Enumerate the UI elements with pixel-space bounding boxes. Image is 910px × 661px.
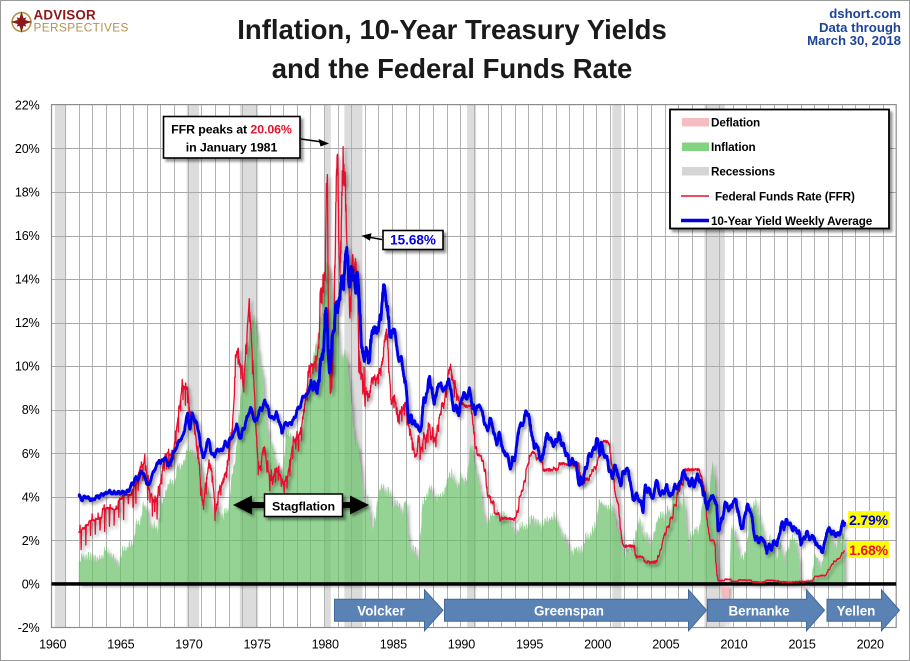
svg-text:2.79%: 2.79% bbox=[849, 512, 888, 528]
svg-text:22%: 22% bbox=[15, 98, 40, 112]
svg-text:Volcker: Volcker bbox=[357, 604, 405, 619]
svg-text:2005: 2005 bbox=[652, 638, 679, 652]
svg-text:12%: 12% bbox=[15, 316, 40, 330]
svg-text:2020: 2020 bbox=[857, 638, 884, 652]
svg-text:2%: 2% bbox=[22, 534, 40, 548]
svg-text:PERSPECTIVES: PERSPECTIVES bbox=[34, 21, 129, 35]
svg-text:16%: 16% bbox=[15, 229, 40, 243]
svg-text:ADVISOR: ADVISOR bbox=[34, 8, 97, 23]
svg-text:1975: 1975 bbox=[243, 638, 270, 652]
svg-text:Bernanke: Bernanke bbox=[728, 604, 789, 619]
svg-text:2010: 2010 bbox=[720, 638, 747, 652]
svg-text:10%: 10% bbox=[15, 360, 40, 374]
svg-text:FFR peaks at 20.06%: FFR peaks at 20.06% bbox=[171, 123, 292, 137]
svg-text:2015: 2015 bbox=[788, 638, 815, 652]
svg-text:15.68%: 15.68% bbox=[390, 233, 436, 248]
svg-text:10-Year Yield Weekly Average: 10-Year Yield Weekly Average bbox=[711, 215, 873, 228]
svg-text:Stagflation: Stagflation bbox=[272, 500, 335, 514]
svg-text:2000: 2000 bbox=[584, 638, 611, 652]
svg-text:6%: 6% bbox=[22, 447, 40, 461]
svg-text:1970: 1970 bbox=[175, 638, 202, 652]
svg-text:Yellen: Yellen bbox=[837, 604, 876, 619]
svg-text:1.68%: 1.68% bbox=[849, 542, 888, 558]
svg-text:in January 1981: in January 1981 bbox=[186, 141, 278, 155]
svg-text:Federal Funds Rate (FFR): Federal Funds Rate (FFR) bbox=[715, 191, 855, 204]
svg-text:1980: 1980 bbox=[312, 638, 339, 652]
svg-text:1990: 1990 bbox=[448, 638, 475, 652]
svg-text:8%: 8% bbox=[22, 403, 40, 417]
svg-text:-2%: -2% bbox=[18, 621, 40, 635]
svg-text:Inflation: Inflation bbox=[711, 141, 756, 154]
svg-text:Greenspan: Greenspan bbox=[534, 604, 604, 619]
svg-text:1960: 1960 bbox=[39, 638, 66, 652]
svg-text:18%: 18% bbox=[15, 185, 40, 199]
svg-text:20%: 20% bbox=[15, 142, 40, 156]
svg-text:1995: 1995 bbox=[516, 638, 543, 652]
svg-text:1965: 1965 bbox=[107, 638, 134, 652]
svg-text:14%: 14% bbox=[15, 273, 40, 287]
svg-text:0%: 0% bbox=[22, 577, 40, 591]
svg-text:4%: 4% bbox=[22, 490, 40, 504]
svg-text:Recessions: Recessions bbox=[711, 166, 776, 179]
svg-text:1985: 1985 bbox=[380, 638, 407, 652]
svg-text:Deflation: Deflation bbox=[711, 117, 760, 130]
